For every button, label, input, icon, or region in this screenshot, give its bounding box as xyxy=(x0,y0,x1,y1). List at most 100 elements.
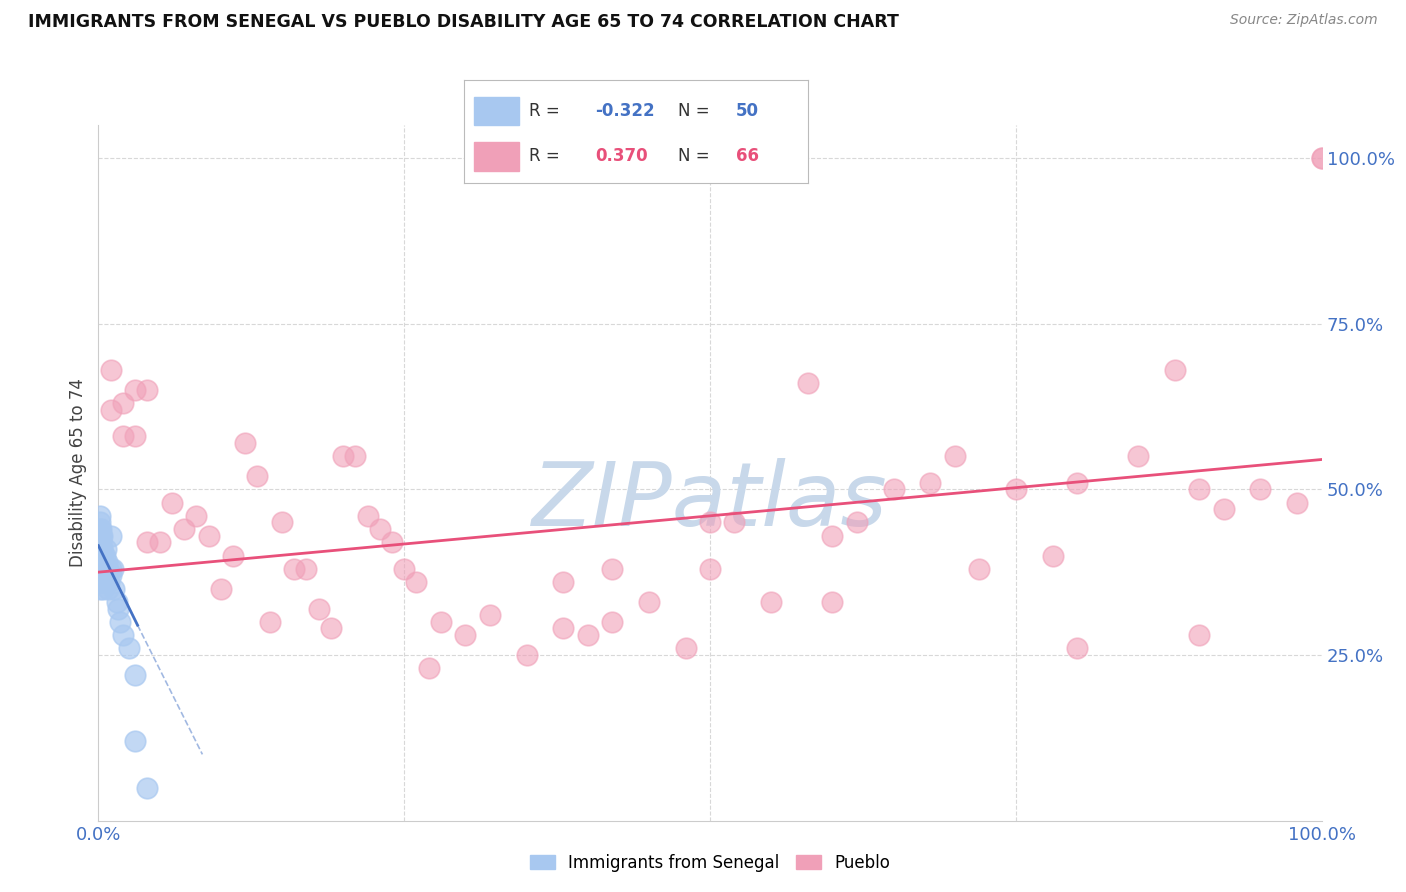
Point xyxy=(91,575,114,590)
Legend: Immigrants from Senegal, Pueblo: Immigrants from Senegal, Pueblo xyxy=(523,847,897,879)
Text: IMMIGRANTS FROM SENEGAL VS PUEBLO DISABILITY AGE 65 TO 74 CORRELATION CHART: IMMIGRANTS FROM SENEGAL VS PUEBLO DISABI… xyxy=(28,13,898,31)
Text: -0.322: -0.322 xyxy=(595,102,655,120)
Text: N =: N = xyxy=(678,102,709,120)
Point xyxy=(344,449,367,463)
Point xyxy=(821,595,844,609)
Text: 66: 66 xyxy=(737,147,759,165)
Point xyxy=(96,555,118,569)
Point xyxy=(89,516,111,530)
Text: 0.370: 0.370 xyxy=(595,147,648,165)
Point xyxy=(149,535,172,549)
Point xyxy=(100,363,122,377)
Text: 50: 50 xyxy=(737,102,759,120)
Point xyxy=(124,668,146,682)
Point xyxy=(454,628,477,642)
Point xyxy=(124,734,146,748)
Point xyxy=(967,562,990,576)
Point xyxy=(186,508,208,523)
Point xyxy=(1188,483,1211,497)
Point xyxy=(600,615,623,629)
Bar xyxy=(474,142,519,170)
Point xyxy=(600,562,623,576)
Point xyxy=(111,429,134,443)
Point xyxy=(675,641,697,656)
Text: Source: ZipAtlas.com: Source: ZipAtlas.com xyxy=(1230,13,1378,28)
Point xyxy=(332,449,354,463)
Point xyxy=(1249,483,1271,497)
Point xyxy=(1310,151,1333,165)
Point xyxy=(1212,502,1234,516)
Point xyxy=(553,575,575,590)
Point xyxy=(89,529,111,543)
Point xyxy=(136,535,159,549)
Point xyxy=(100,562,122,576)
Point xyxy=(94,541,117,556)
Point xyxy=(160,495,183,509)
Point xyxy=(405,575,427,590)
Point xyxy=(418,661,440,675)
Point xyxy=(246,469,269,483)
Point xyxy=(91,529,114,543)
Point xyxy=(103,582,125,596)
Point xyxy=(430,615,453,629)
Point xyxy=(107,601,129,615)
Point xyxy=(93,549,115,563)
Point xyxy=(91,541,114,556)
Point xyxy=(96,575,118,590)
Point xyxy=(89,575,111,590)
Point xyxy=(723,516,745,530)
Point xyxy=(89,549,111,563)
Point xyxy=(136,383,159,397)
Point xyxy=(90,522,112,536)
Bar xyxy=(474,96,519,126)
Point xyxy=(392,562,416,576)
Point xyxy=(1310,151,1333,165)
Point xyxy=(136,780,159,795)
Point xyxy=(821,529,844,543)
Point xyxy=(356,508,378,523)
Point xyxy=(98,575,121,590)
Point xyxy=(1128,449,1150,463)
Point xyxy=(920,475,942,490)
Point xyxy=(845,516,868,530)
Point xyxy=(222,549,245,563)
Point xyxy=(89,562,111,576)
Point xyxy=(124,383,146,397)
Point xyxy=(91,568,114,582)
Point xyxy=(97,582,120,596)
Point xyxy=(97,562,120,576)
Point xyxy=(699,562,721,576)
Point xyxy=(270,516,294,530)
Point xyxy=(94,562,117,576)
Point xyxy=(1004,483,1026,497)
Point xyxy=(90,555,112,569)
Point xyxy=(576,628,599,642)
Point xyxy=(233,436,256,450)
Point xyxy=(91,562,114,576)
Point xyxy=(209,582,232,596)
Point xyxy=(197,529,219,543)
Point xyxy=(638,595,661,609)
Point xyxy=(90,535,112,549)
Point xyxy=(381,535,404,549)
Y-axis label: Disability Age 65 to 74: Disability Age 65 to 74 xyxy=(69,378,87,567)
Point xyxy=(283,562,305,576)
Point xyxy=(94,568,117,582)
Point xyxy=(553,622,575,636)
Point xyxy=(100,529,122,543)
Point xyxy=(90,529,112,543)
Point xyxy=(100,568,122,582)
Point xyxy=(883,483,905,497)
Point xyxy=(761,595,783,609)
Text: R =: R = xyxy=(530,102,560,120)
Point xyxy=(91,549,114,563)
Point xyxy=(89,522,111,536)
Text: ZIPatlas: ZIPatlas xyxy=(533,458,887,543)
Point xyxy=(515,648,537,662)
Point xyxy=(1286,495,1309,509)
Point xyxy=(91,541,114,556)
Point xyxy=(1066,641,1088,656)
Point xyxy=(319,622,342,636)
Point xyxy=(100,402,122,417)
Point xyxy=(478,608,501,623)
